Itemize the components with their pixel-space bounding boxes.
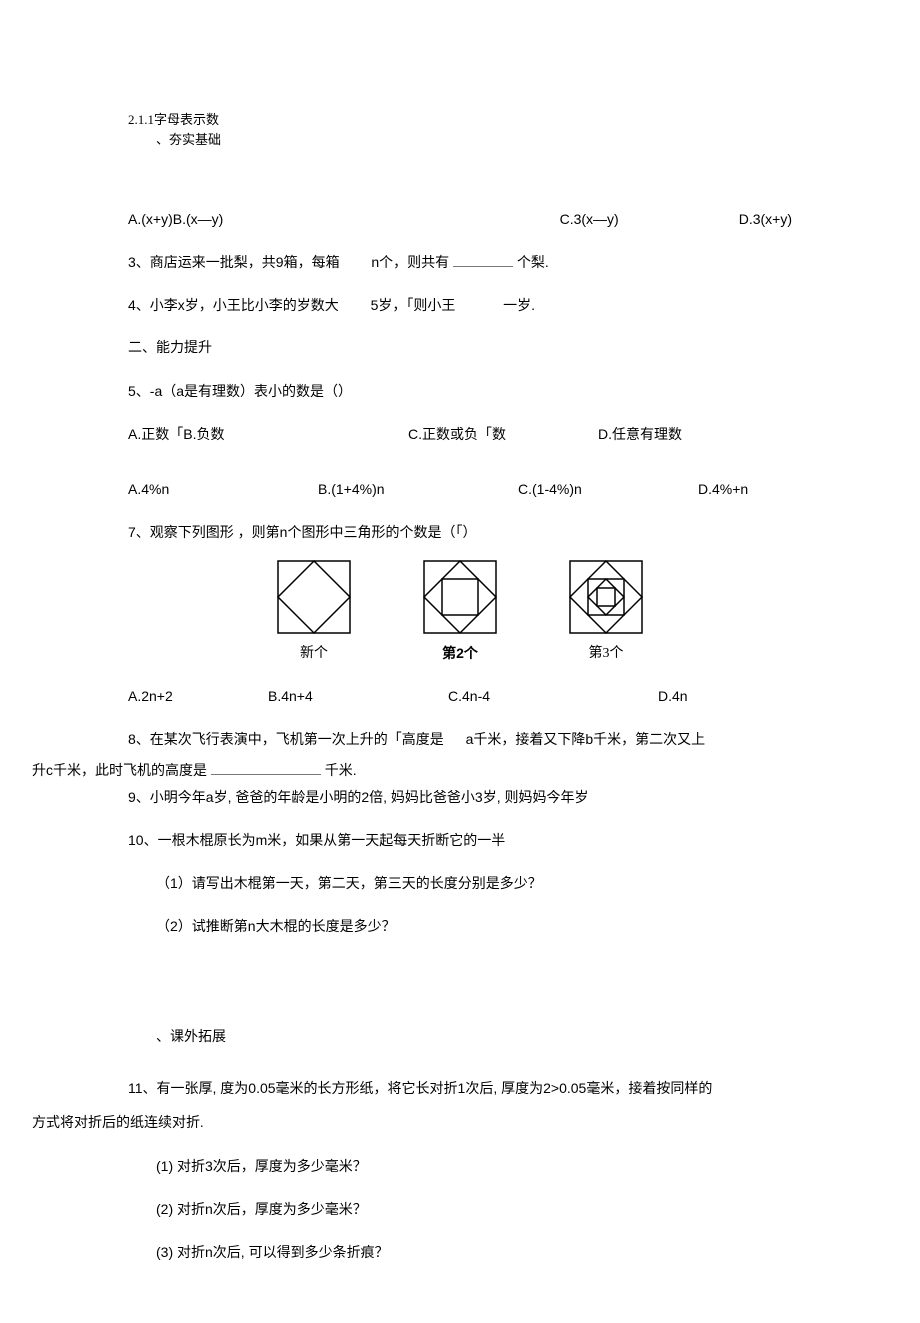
section-1-title: 、夯实基础 — [128, 130, 792, 150]
q7-fig-2: 第2个 — [410, 557, 510, 664]
q11-l1: 11、有一张厚, 度为0.05毫米的长方形纸，将它长对折1次后, 厚度为2>0.… — [128, 1078, 792, 1099]
q7-stem: 7、观察下列图形 ，则第n个图形中三角形的个数是（「） — [128, 522, 792, 543]
q7-opt-c: C.4n-4 — [448, 686, 658, 707]
q7-figures: 新个 第2个 第3个 — [128, 557, 792, 664]
q7-opt-a: A.2n+2 — [128, 686, 268, 707]
q6-opt-c: C.(1-4%)n — [518, 479, 698, 500]
q3-post: 个梨. — [517, 254, 549, 270]
q2-opt-c: C.3(x—y) — [560, 209, 619, 230]
q7-fig1-caption: 新个 — [300, 643, 328, 664]
q5-opt-c: C.正数或负「数 — [408, 424, 598, 445]
q4-post: 一岁. — [503, 297, 535, 313]
q7-opt-b: B.4n+4 — [268, 686, 448, 707]
q5-stem: 5、-a（a是有理数）表小的数是（） — [128, 381, 792, 402]
q8-line2: 升c千米，此时飞机的高度是 千米. — [32, 760, 792, 781]
q11-p3: (3) 对折n次后, 可以得到多少条折痕？ — [128, 1242, 792, 1263]
q5-opt-ab: A.正数「B.负数 — [128, 424, 408, 445]
q4-pre: 4、小李x岁，小王比小李的岁数大 — [128, 297, 339, 313]
q7-fig-1: 新个 — [264, 557, 364, 664]
q10-p2: （2）试推断第n大木棍的长度是多少？ — [128, 916, 792, 937]
q8-l2a: 升c千米，此时飞机的高度是 — [32, 762, 207, 778]
q3-blank — [453, 253, 513, 267]
q8-blank — [211, 761, 321, 775]
q3-mid: n个，则共有 — [371, 254, 449, 270]
q6-opt-a: A.4%n — [128, 479, 318, 500]
q6-options: A.4%n B.(1+4%)n C.(1-4%)n D.4%+n — [128, 479, 792, 500]
q9: 9、小明今年a岁, 爸爸的年龄是小明的2倍, 妈妈比爸爸小3岁, 则妈妈今年岁 — [128, 787, 792, 808]
q2-opt-a: A.(x+y) — [128, 209, 173, 230]
q11-p1: (1) 对折3次后，厚度为多少毫米？ — [128, 1156, 792, 1177]
q8-line1: 8、在某次飞行表演中，飞机第一次上升的「高度是 a千米，接着又下降b千米，第二次… — [128, 729, 792, 750]
q8-l1b: a千米，接着又下降b千米，第二次又上 — [466, 731, 706, 747]
q3: 3、商店运来一批梨，共9箱，每箱 n个，则共有 个梨. — [128, 252, 792, 273]
section-2-title: 二、能力提升 — [128, 338, 792, 359]
section-3-title: 、课外拓展 — [128, 1027, 792, 1048]
q10-p1: （1）请写出木棍第一天，第二天，第三天的长度分别是多少？ — [128, 873, 792, 894]
q5-opt-d: D.任意有理数 — [598, 424, 792, 445]
q2-opt-d: D.3(x+y) — [739, 209, 792, 230]
q7-opt-d: D.4n — [658, 686, 792, 707]
q11-l2: 方式将对折后的纸连续对折. — [32, 1113, 792, 1134]
chapter-title: 2.1.1字母表示数 — [128, 110, 792, 130]
q11-p2: (2) 对折n次后，厚度为多少毫米？ — [128, 1199, 792, 1220]
q10-stem: 10、一根木棍原长为m米，如果从第一天起每天折断它的一半 — [128, 830, 792, 851]
q7-fig3-caption: 第3个 — [589, 643, 624, 664]
q8-l1a: 8、在某次飞行表演中，飞机第一次上升的「高度是 — [128, 731, 444, 747]
q8-l2b: 千米. — [325, 762, 357, 778]
q7-options: A.2n+2 B.4n+4 C.4n-4 D.4n — [128, 686, 792, 707]
q6-opt-d: D.4%+n — [698, 479, 792, 500]
q5-options: A.正数「B.负数 C.正数或负「数 D.任意有理数 — [128, 424, 792, 445]
q7-fig2-caption: 第2个 — [442, 643, 478, 664]
q3-pre: 3、商店运来一批梨，共9箱，每箱 — [128, 254, 340, 270]
q7-fig-3: 第3个 — [556, 557, 656, 664]
q4-mid: 5岁，「则小王 — [371, 297, 456, 313]
q2-opt-b: B.(x—y) — [173, 209, 224, 230]
q4: 4、小李x岁，小王比小李的岁数大 5岁，「则小王 一岁. — [128, 295, 792, 316]
q2-options: A.(x+y) B.(x—y) C.3(x—y) D.3(x+y) — [128, 209, 792, 230]
q6-opt-b: B.(1+4%)n — [318, 479, 518, 500]
